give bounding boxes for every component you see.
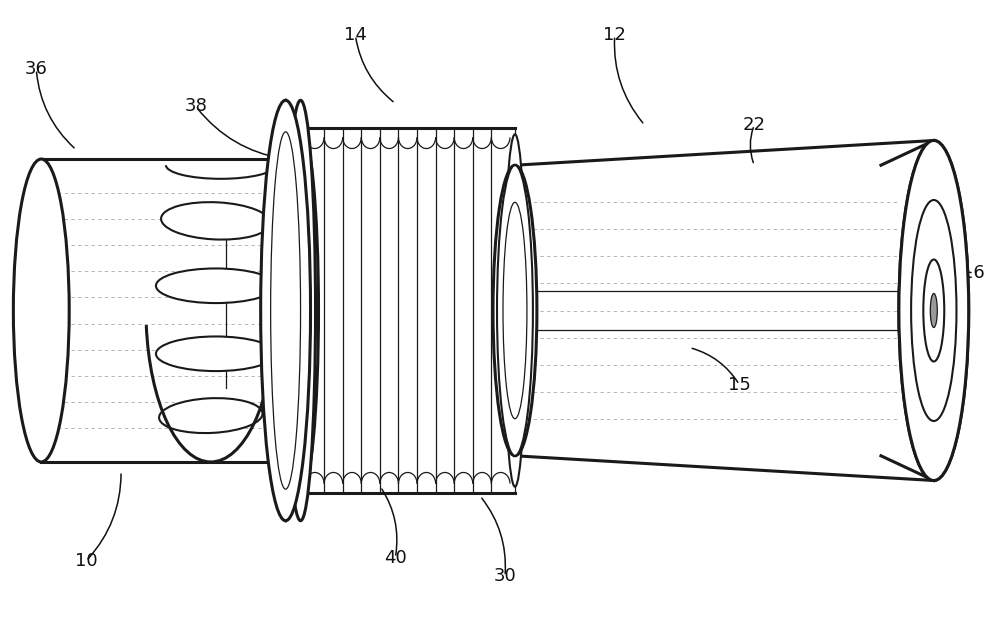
Polygon shape: [41, 159, 286, 462]
Text: 30: 30: [494, 568, 516, 586]
Ellipse shape: [13, 159, 69, 462]
Ellipse shape: [510, 289, 530, 332]
Ellipse shape: [264, 159, 308, 462]
Ellipse shape: [899, 140, 969, 481]
Ellipse shape: [159, 398, 263, 433]
Ellipse shape: [283, 128, 319, 493]
Ellipse shape: [286, 101, 316, 520]
Text: 10: 10: [75, 552, 97, 570]
Polygon shape: [301, 128, 515, 493]
Text: 38: 38: [184, 97, 207, 116]
Ellipse shape: [261, 101, 311, 520]
Text: 36: 36: [25, 60, 48, 78]
Ellipse shape: [504, 134, 526, 487]
Polygon shape: [515, 140, 934, 481]
Ellipse shape: [271, 132, 301, 489]
Ellipse shape: [899, 140, 969, 481]
Ellipse shape: [156, 337, 276, 371]
Text: 14: 14: [344, 26, 367, 44]
Text: 22: 22: [743, 116, 766, 134]
Ellipse shape: [497, 165, 533, 456]
Ellipse shape: [930, 294, 937, 327]
Text: 40: 40: [384, 549, 407, 567]
Text: 15: 15: [728, 376, 751, 394]
Ellipse shape: [493, 165, 537, 456]
Text: 12: 12: [603, 26, 626, 44]
Ellipse shape: [503, 202, 527, 419]
Ellipse shape: [161, 202, 270, 240]
Text: 16: 16: [962, 265, 985, 283]
Ellipse shape: [156, 268, 276, 303]
